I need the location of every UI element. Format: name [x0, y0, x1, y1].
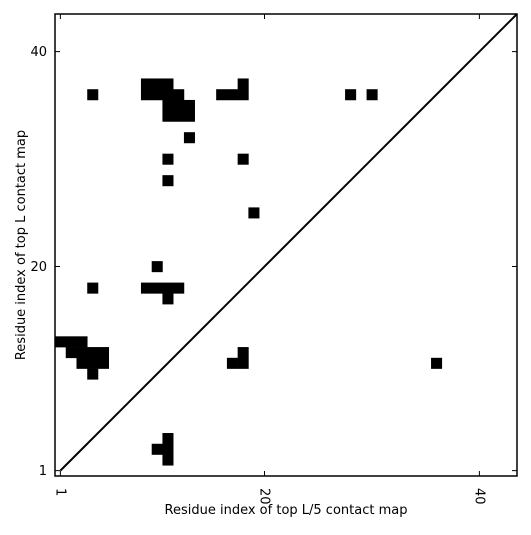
x-axis-label: Residue index of top L/5 contact map [165, 503, 408, 518]
contact-cell [162, 110, 174, 122]
contact-cell [151, 282, 163, 294]
contact-cell [151, 89, 163, 101]
contact-cell [162, 443, 174, 455]
ticks-layer: 1 20 40 1 20 40 [30, 14, 517, 505]
contact-cell [173, 89, 185, 101]
contact-cell [76, 347, 88, 359]
contact-cell [151, 78, 163, 90]
contact-cell [248, 207, 260, 219]
contact-cell [237, 347, 249, 359]
y-tick-label: 40 [30, 45, 47, 60]
contact-cell [226, 89, 238, 101]
contact-cell [237, 357, 249, 369]
contact-cell [87, 357, 99, 369]
contact-cell [173, 99, 185, 111]
contact-cell [173, 282, 185, 294]
contact-cell [76, 336, 88, 348]
x-tick-label: 20 [257, 488, 272, 505]
contact-cell [366, 89, 378, 101]
plot-frame [54, 13, 518, 477]
contact-cell [162, 454, 174, 466]
contact-cell [162, 293, 174, 305]
contact-cell [173, 110, 185, 122]
contact-cell [151, 443, 163, 455]
cells-layer [55, 78, 443, 466]
x-tick-label: 1 [52, 488, 67, 496]
contact-cell [87, 368, 99, 380]
contact-cell [162, 282, 174, 294]
contact-cell [65, 347, 77, 359]
contact-cell [345, 89, 357, 101]
contact-cell [162, 89, 174, 101]
contact-cell [97, 347, 110, 359]
contact-cell [431, 357, 443, 369]
contact-cell [162, 175, 174, 187]
contact-cell [87, 282, 99, 294]
contact-cell [140, 282, 152, 294]
y-axis-label: Residue index of top L contact map [14, 130, 29, 360]
contact-cell [55, 336, 67, 348]
y-tick-label: 1 [39, 464, 47, 479]
contact-cell [162, 153, 174, 165]
contact-cell [183, 132, 195, 144]
x-tick-label: 40 [471, 488, 486, 505]
contact-cell [216, 89, 228, 101]
contact-cell [140, 89, 152, 101]
contact-cell [151, 261, 163, 273]
contact-cell [237, 89, 249, 101]
contact-cell [237, 153, 249, 165]
contact-cell [237, 78, 249, 90]
diagonal-line [59, 13, 518, 472]
contact-cell [183, 110, 195, 122]
contact-cell [162, 433, 174, 445]
contact-cell [87, 347, 99, 359]
contact-cell [162, 78, 174, 90]
contact-cell [97, 357, 110, 369]
contact-cell [65, 336, 77, 348]
contact-cell [183, 99, 195, 111]
y-tick-label: 20 [30, 260, 47, 275]
contact-cell [87, 89, 99, 101]
contact-cell [226, 357, 238, 369]
contact-cell [140, 78, 152, 90]
contact-cell [76, 357, 88, 369]
contact-cell [162, 99, 174, 111]
